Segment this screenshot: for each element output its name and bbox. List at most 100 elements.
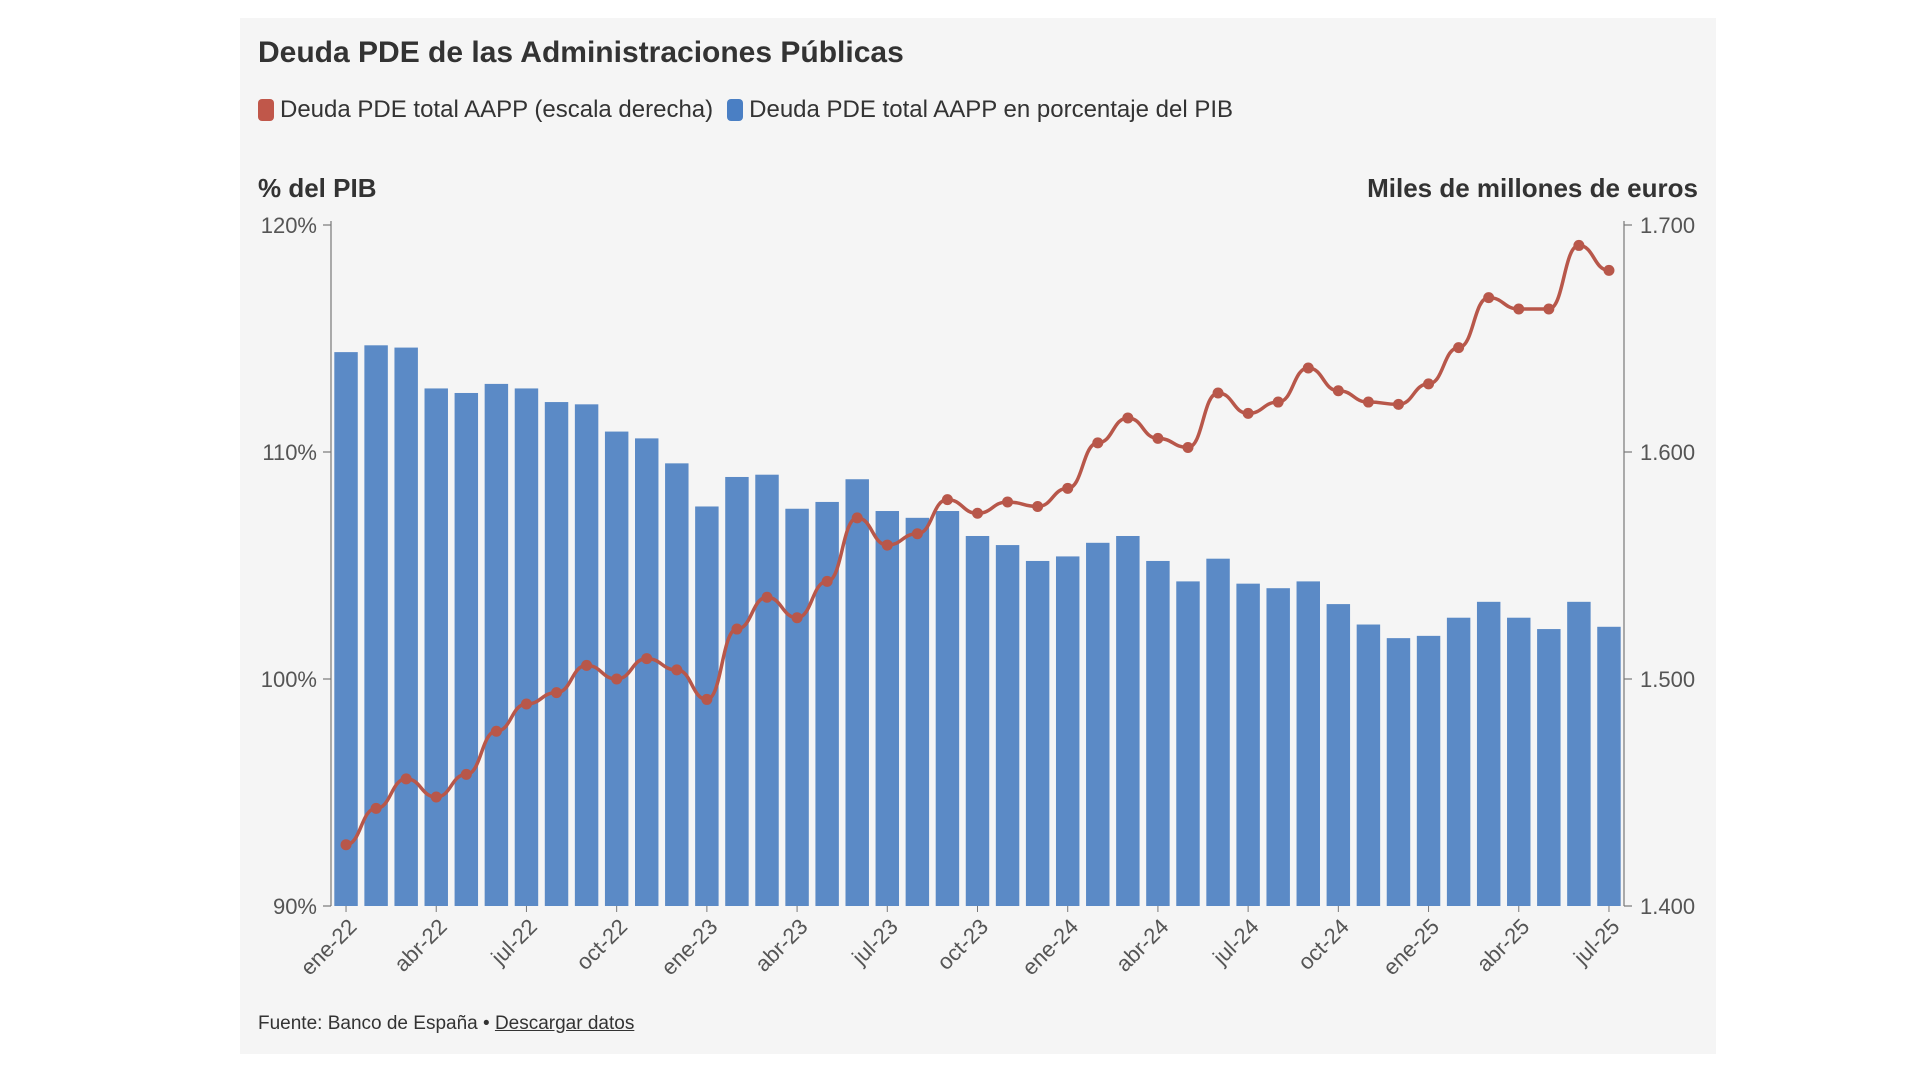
bar-pib-dic-23 — [1025, 560, 1050, 906]
bar-pib-mar-24 — [1116, 535, 1140, 906]
bar-pib-nov-22 — [635, 438, 659, 906]
point-total-oct-24 — [1332, 385, 1344, 397]
point-total-mar-23 — [761, 591, 773, 603]
point-total-ene-22 — [340, 839, 352, 851]
bar-pib-dic-22 — [665, 463, 689, 906]
point-total-ago-23 — [911, 528, 923, 540]
legend-label-pib: Deuda PDE total AAPP en porcentaje del P… — [749, 96, 1234, 123]
source-line: Fuente: Banco de España • Descargar dato… — [258, 1013, 634, 1035]
point-total-jun-23 — [851, 512, 863, 524]
left-tick-label: 120% — [261, 213, 317, 238]
bar-pib-ago-23 — [905, 517, 930, 906]
legend-swatch-total — [258, 99, 274, 121]
chart-title: Deuda PDE de las Administraciones Públic… — [258, 36, 904, 69]
right-tick-label: 1.400 — [1640, 894, 1695, 919]
x-tick-label: jul-22 — [486, 914, 542, 970]
bar-pib-abr-25 — [1507, 617, 1531, 906]
x-tick-label: jul-25 — [1568, 914, 1624, 970]
bar-pib-jun-25 — [1567, 601, 1591, 906]
point-total-dic-23 — [1032, 500, 1044, 512]
bar-pib-abr-24 — [1146, 560, 1170, 906]
point-total-jul-24 — [1242, 407, 1254, 419]
bar-pib-mar-25 — [1476, 601, 1501, 906]
bar-pib-may-23 — [815, 501, 839, 906]
point-total-abr-24 — [1152, 432, 1164, 444]
x-tick-label: ene-25 — [1378, 914, 1444, 980]
point-total-mar-22 — [400, 773, 412, 785]
bar-pib-sep-24 — [1296, 581, 1320, 906]
legend: Deuda PDE total AAPP (escala derecha) De… — [258, 96, 1247, 124]
point-total-nov-23 — [1002, 496, 1014, 508]
bar-pib-may-24 — [1176, 581, 1200, 906]
bar-pib-nov-24 — [1356, 624, 1381, 906]
x-tick-label: abr-22 — [389, 914, 452, 977]
bar-pib-ene-25 — [1416, 635, 1441, 906]
right-tick-label: 1.700 — [1640, 213, 1695, 238]
x-tick-label: abr-23 — [750, 914, 813, 977]
point-total-nov-22 — [641, 653, 653, 665]
point-total-ene-23 — [701, 693, 713, 705]
bar-pib-ene-24 — [1055, 556, 1080, 906]
source-text: Fuente: Banco de España • — [258, 1013, 490, 1034]
legend-swatch-pib — [727, 99, 744, 121]
point-total-oct-23 — [972, 507, 983, 519]
bar-pib-jul-22 — [514, 388, 539, 906]
bar-pib-ene-23 — [695, 506, 719, 906]
point-total-may-24 — [1182, 441, 1194, 453]
point-total-ene-25 — [1423, 378, 1435, 390]
x-tick-label: jul-24 — [1207, 914, 1263, 970]
bar-pib-jun-24 — [1206, 558, 1230, 906]
bar-pib-oct-22 — [604, 431, 629, 906]
bar-pib-ago-24 — [1266, 588, 1290, 906]
point-total-mar-25 — [1483, 292, 1495, 304]
point-total-ene-24 — [1062, 482, 1074, 494]
bar-pib-nov-23 — [995, 545, 1020, 906]
chart-card: Deuda PDE de las Administraciones Públic… — [240, 18, 1716, 1054]
legend-label-total: Deuda PDE total AAPP (escala derecha) — [280, 96, 714, 123]
x-tick-label: ene-23 — [656, 914, 722, 980]
bar-pib-oct-23 — [965, 535, 990, 906]
bar-pib-abr-22 — [424, 388, 448, 906]
point-total-may-23 — [821, 575, 833, 587]
right-tick-label: 1.600 — [1640, 440, 1695, 465]
left-tick-label: 110% — [262, 440, 317, 465]
x-tick-label: oct-24 — [1293, 914, 1354, 975]
bar-pib-may-25 — [1537, 629, 1561, 906]
x-tick-label: abr-24 — [1111, 914, 1174, 977]
bar-pib-mar-22 — [394, 347, 418, 907]
bar-pib-mar-23 — [755, 474, 779, 906]
right-axis-title: Miles de millones de euros — [1367, 173, 1698, 203]
point-total-oct-22 — [611, 673, 623, 685]
point-total-feb-22 — [370, 802, 382, 814]
x-tick-label: oct-23 — [932, 914, 993, 975]
chart-plot: 90% 100% 110% 120% 1.400 1.500 1.600 1.700 ene-2… — [261, 213, 1695, 980]
bar-pib-abr-23 — [785, 508, 809, 906]
bar-pib-jun-22 — [484, 383, 509, 906]
legend-item-total[interactable]: Deuda PDE total AAPP (escala derecha) — [258, 96, 713, 124]
x-tick-label: ene-22 — [295, 914, 361, 980]
bar-pib-sep-22 — [574, 404, 599, 906]
point-total-jul-25 — [1603, 264, 1615, 276]
download-data-link[interactable]: Descargar datos — [494, 1013, 635, 1034]
bar-pib-oct-24 — [1326, 604, 1351, 906]
point-total-dic-24 — [1392, 398, 1404, 410]
point-total-jul-22 — [520, 698, 532, 710]
point-total-feb-24 — [1092, 437, 1104, 449]
point-total-may-25 — [1543, 303, 1555, 315]
point-total-feb-25 — [1453, 342, 1465, 354]
bar-pib-jul-24 — [1236, 583, 1260, 906]
point-total-jun-22 — [490, 725, 502, 737]
point-total-jun-25 — [1573, 239, 1585, 251]
left-tick-label: 90% — [273, 894, 317, 919]
bar-pib-dic-24 — [1386, 638, 1411, 906]
point-total-jul-23 — [881, 539, 893, 551]
point-total-ago-24 — [1272, 396, 1284, 408]
point-total-abr-23 — [791, 612, 803, 624]
right-tick-label: 1.500 — [1640, 667, 1695, 692]
x-tick-label: oct-22 — [571, 914, 632, 975]
point-total-feb-23 — [731, 623, 743, 635]
point-total-sep-22 — [581, 659, 593, 671]
x-tick-label: ene-24 — [1017, 914, 1083, 980]
legend-item-pib[interactable]: Deuda PDE total AAPP en porcentaje del P… — [727, 96, 1233, 124]
bar-pib-jun-23 — [845, 479, 869, 906]
